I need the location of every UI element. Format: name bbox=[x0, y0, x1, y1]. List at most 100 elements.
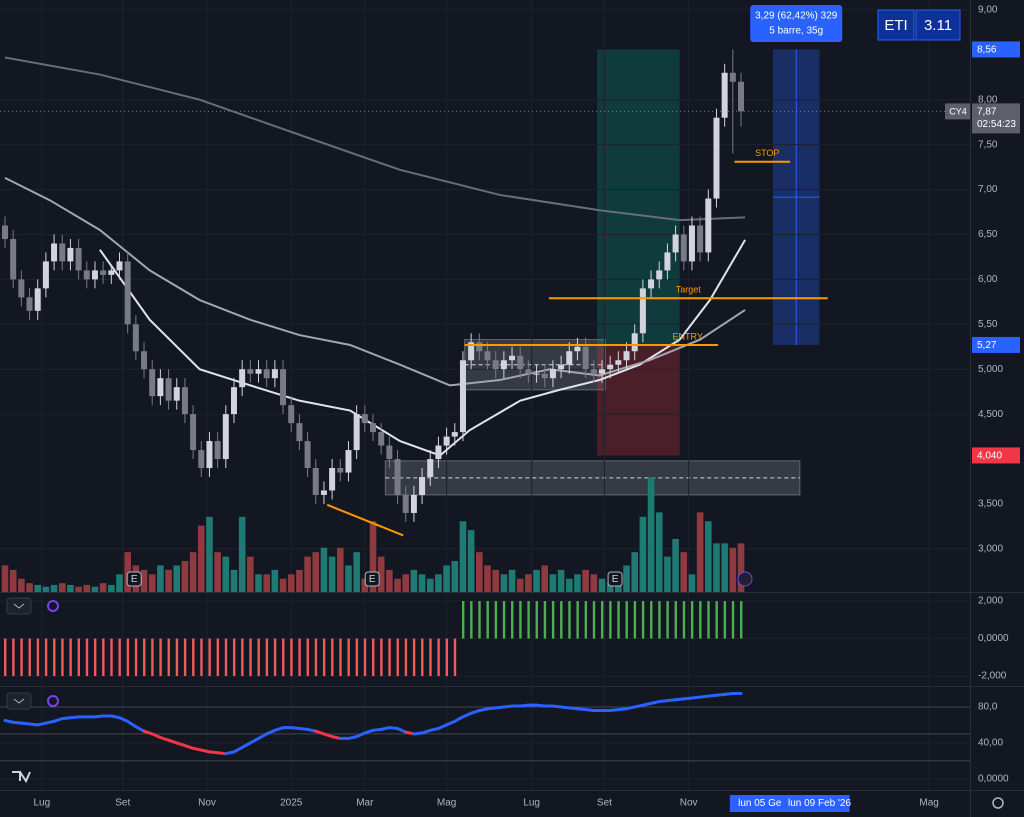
candle-body bbox=[157, 378, 164, 397]
candle-body bbox=[394, 459, 401, 495]
price-tag: CY4 bbox=[949, 106, 967, 116]
trendline bbox=[326, 503, 404, 537]
signal-bar bbox=[543, 601, 547, 639]
volume-bar bbox=[18, 578, 25, 592]
signal-bar bbox=[167, 638, 170, 677]
candle-body bbox=[149, 369, 156, 397]
signal-bar bbox=[265, 638, 269, 677]
price-label-bg bbox=[972, 447, 1020, 464]
earnings-label: E bbox=[131, 574, 138, 585]
signal-bar bbox=[208, 638, 211, 677]
oscillator-line bbox=[134, 725, 146, 733]
candle-body bbox=[312, 468, 319, 495]
candle-body bbox=[517, 355, 524, 370]
volume-bar bbox=[729, 547, 737, 592]
volume-bar bbox=[443, 565, 450, 592]
y-tick-label: 5,000 bbox=[978, 364, 1003, 375]
volume-bar bbox=[124, 552, 131, 592]
signal-bar bbox=[298, 638, 301, 677]
signal-bar bbox=[421, 638, 424, 677]
signal-bar bbox=[347, 638, 350, 677]
signal-bar bbox=[126, 638, 130, 677]
signal-bar bbox=[551, 601, 555, 639]
settings-icon[interactable] bbox=[992, 797, 1004, 809]
x-tick-label: Mag bbox=[437, 798, 456, 809]
signal-bar bbox=[159, 638, 162, 677]
volume-bar bbox=[582, 569, 589, 592]
signal-bar bbox=[102, 638, 105, 677]
y-tick-label: 7,50 bbox=[978, 139, 998, 150]
candle-body bbox=[214, 441, 221, 460]
oscillator-line bbox=[248, 736, 261, 745]
annotation-label: Target bbox=[676, 285, 702, 295]
candle-body bbox=[370, 423, 377, 433]
alert-icon[interactable] bbox=[737, 571, 753, 587]
price-tag-bg bbox=[945, 103, 971, 120]
volume-bar bbox=[108, 584, 115, 592]
volume-bar bbox=[214, 552, 221, 592]
candle-body bbox=[598, 369, 605, 374]
oscillator-line bbox=[126, 719, 138, 729]
signal-bar bbox=[36, 638, 40, 677]
symbol-badge bbox=[877, 9, 915, 41]
signal-bar bbox=[249, 638, 252, 677]
candle-body bbox=[239, 369, 246, 388]
measure-sublabel: 5 barre, 35g bbox=[769, 26, 823, 37]
signal-bar bbox=[609, 601, 612, 639]
collapse-button[interactable] bbox=[6, 597, 32, 615]
oscillator-line bbox=[240, 741, 252, 749]
oscillator-line bbox=[453, 715, 465, 723]
volume-bar bbox=[238, 516, 246, 592]
signal-bar bbox=[494, 601, 498, 639]
signal-bar bbox=[412, 638, 416, 677]
candle-body bbox=[345, 450, 352, 473]
signal-bar bbox=[339, 638, 342, 677]
signal-bar bbox=[560, 601, 563, 639]
indicator-icon[interactable] bbox=[47, 695, 59, 707]
signal-bar bbox=[290, 638, 293, 677]
measure-box bbox=[750, 5, 843, 42]
signal-bar bbox=[715, 601, 718, 639]
candle-body bbox=[320, 490, 327, 495]
collapse-button[interactable] bbox=[6, 692, 32, 710]
x-tick-label: Lug bbox=[33, 798, 50, 809]
candle-body bbox=[623, 351, 630, 361]
volume-bar bbox=[1, 565, 9, 592]
y-tick-label: 5,50 bbox=[978, 319, 998, 330]
annotation-label: ENTRY bbox=[673, 331, 703, 341]
indicator-icon[interactable] bbox=[47, 600, 59, 612]
candle-body bbox=[688, 225, 695, 262]
candle-body bbox=[574, 346, 581, 352]
range-label-bg bbox=[789, 795, 850, 812]
volume-bar bbox=[639, 516, 647, 592]
chevron-icon bbox=[13, 698, 25, 704]
price-label: 4,040 bbox=[977, 451, 1002, 462]
y-tick-label: 0,0000 bbox=[978, 633, 1009, 644]
earnings-label: E bbox=[612, 574, 619, 585]
candle-body bbox=[533, 373, 540, 375]
signal-bar bbox=[257, 638, 260, 677]
candle-body bbox=[296, 423, 303, 442]
signal-bar bbox=[511, 601, 514, 639]
volume-bar bbox=[451, 561, 459, 592]
signal-bar bbox=[502, 601, 506, 639]
signal-bar bbox=[707, 601, 710, 639]
volume-bar bbox=[263, 574, 270, 592]
signal-bar bbox=[723, 601, 727, 639]
volume-bar bbox=[410, 569, 418, 592]
candle-body bbox=[206, 441, 213, 469]
candle-body bbox=[476, 342, 483, 352]
volume-bar bbox=[386, 569, 393, 592]
countdown: 02:54:23 bbox=[977, 119, 1016, 130]
price-label: 5,27 bbox=[977, 340, 997, 351]
candle-body bbox=[361, 414, 368, 424]
candle-body bbox=[329, 468, 336, 491]
range-label: lun 05 Ge bbox=[738, 798, 782, 809]
signal-bar bbox=[12, 638, 15, 677]
price-label-bg bbox=[972, 336, 1020, 353]
candle-body bbox=[10, 238, 17, 280]
volume-bar bbox=[680, 552, 688, 592]
volume-bar bbox=[42, 586, 50, 592]
